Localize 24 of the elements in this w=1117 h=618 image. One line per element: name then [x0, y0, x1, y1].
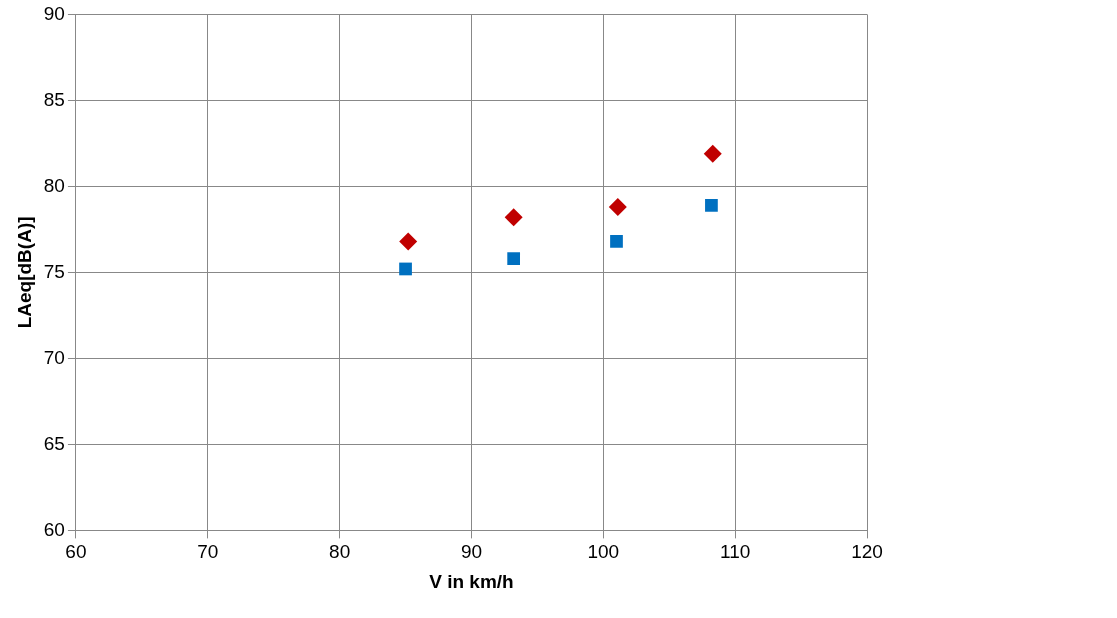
x-tick-label: 80 [329, 541, 351, 563]
y-tick-label: 65 [43, 432, 65, 454]
point [610, 235, 623, 248]
y-tick-label: 75 [43, 260, 65, 282]
x-tick-label: 70 [197, 541, 219, 563]
x-tick-label: 90 [460, 541, 483, 563]
point [703, 144, 722, 163]
x-tick-label: 120 [851, 541, 883, 563]
point [507, 252, 521, 265]
point [399, 232, 418, 251]
point [705, 198, 718, 212]
y-axis-title: LAeq[dB(A)] [13, 216, 35, 329]
y-tick-label: 80 [43, 174, 65, 196]
point [608, 198, 627, 217]
y-tick-label: 90 [43, 2, 65, 24]
x-axis-title: V in km/h [429, 570, 514, 592]
y-tick-label: 70 [43, 346, 65, 368]
x-tick-label: 60 [65, 541, 87, 563]
x-tick-label: 110 [720, 541, 751, 563]
x-tick-label: 100 [587, 541, 620, 563]
point [399, 262, 412, 276]
point [504, 208, 523, 227]
y-tick-label: 85 [43, 88, 65, 110]
y-tick-label: 60 [43, 518, 65, 540]
